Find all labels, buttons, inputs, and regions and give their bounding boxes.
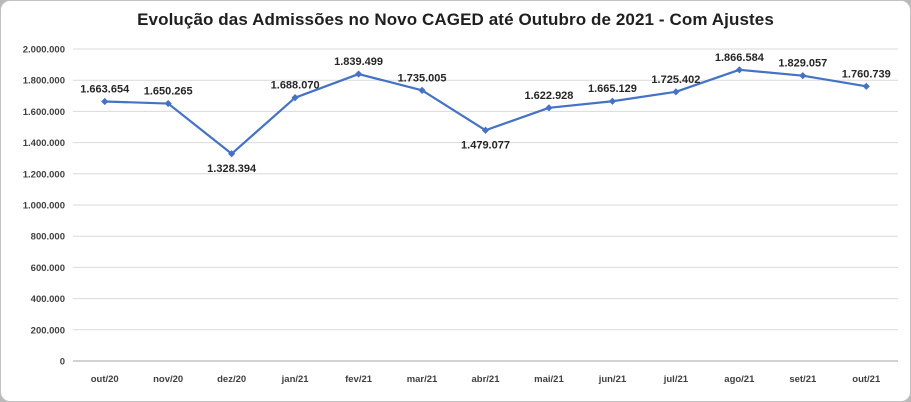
x-axis-tick-label: jun/21 (598, 374, 627, 385)
data-point-marker (481, 126, 490, 134)
data-point-label: 1.688.070 (271, 80, 320, 92)
data-point-label: 1.622.928 (524, 90, 573, 102)
data-point-label: 1.866.584 (715, 52, 765, 64)
data-point-marker (228, 150, 236, 158)
y-axis-tick-label: 2.000.000 (23, 45, 65, 56)
x-axis-tick-label: jul/21 (663, 374, 689, 385)
y-axis-tick-label: 1.200.000 (23, 169, 65, 180)
data-point-marker (291, 94, 299, 102)
data-point-label: 1.829.057 (778, 58, 827, 70)
data-point-label: 1.735.005 (398, 72, 447, 84)
data-point-marker (418, 86, 426, 94)
y-axis-tick-label: 400.000 (31, 294, 65, 305)
data-point-label: 1.479.077 (461, 139, 510, 151)
x-axis-tick-label: mar/21 (407, 374, 438, 385)
y-axis-tick-label: 1.000.000 (23, 201, 65, 212)
x-axis-tick-label: out/20 (91, 374, 119, 385)
chart-title: Evolução das Admissões no Novo CAGED até… (137, 10, 774, 29)
x-axis-tick-label: abr/21 (472, 374, 501, 385)
x-axis-tick-label: nov/20 (153, 374, 183, 385)
data-point-label: 1.650.265 (144, 86, 193, 98)
data-point-marker (545, 104, 553, 112)
data-point-marker (101, 97, 109, 106)
y-axis-tick-label: 1.600.000 (23, 107, 65, 118)
y-axis-tick-label: 1.400.000 (23, 138, 65, 149)
data-point-marker (735, 66, 743, 74)
data-point-label: 1.725.402 (651, 74, 700, 86)
data-point-marker (608, 97, 617, 105)
data-point-label: 1.663.654 (80, 83, 130, 95)
data-point-label: 1.839.499 (334, 56, 383, 68)
x-axis-tick-label: jan/21 (281, 374, 310, 385)
data-point-label: 1.760.739 (842, 68, 891, 80)
y-axis-tick-label: 800.000 (31, 232, 65, 243)
data-point-label: 1.328.394 (207, 163, 257, 175)
y-axis-tick-label: 600.000 (31, 263, 65, 274)
x-axis-tick-label: out/21 (852, 374, 881, 385)
data-point-marker (164, 99, 172, 108)
x-axis-tick-label: fev/21 (345, 374, 373, 385)
y-axis-tick-label: 1.800.000 (23, 76, 65, 87)
data-point-marker (799, 72, 807, 80)
data-point-label: 1.665.129 (588, 83, 637, 95)
y-axis-tick-label: 0 (60, 357, 65, 368)
data-point-marker (862, 82, 870, 90)
x-axis-tick-label: ago/21 (724, 374, 755, 385)
x-axis-tick-label: dez/20 (217, 374, 246, 385)
x-axis-tick-label: mai/21 (534, 374, 564, 385)
data-point-marker (672, 88, 680, 96)
y-axis-tick-label: 200.000 (31, 325, 65, 336)
data-point-marker (354, 70, 363, 78)
x-axis-tick-label: set/21 (789, 374, 817, 385)
